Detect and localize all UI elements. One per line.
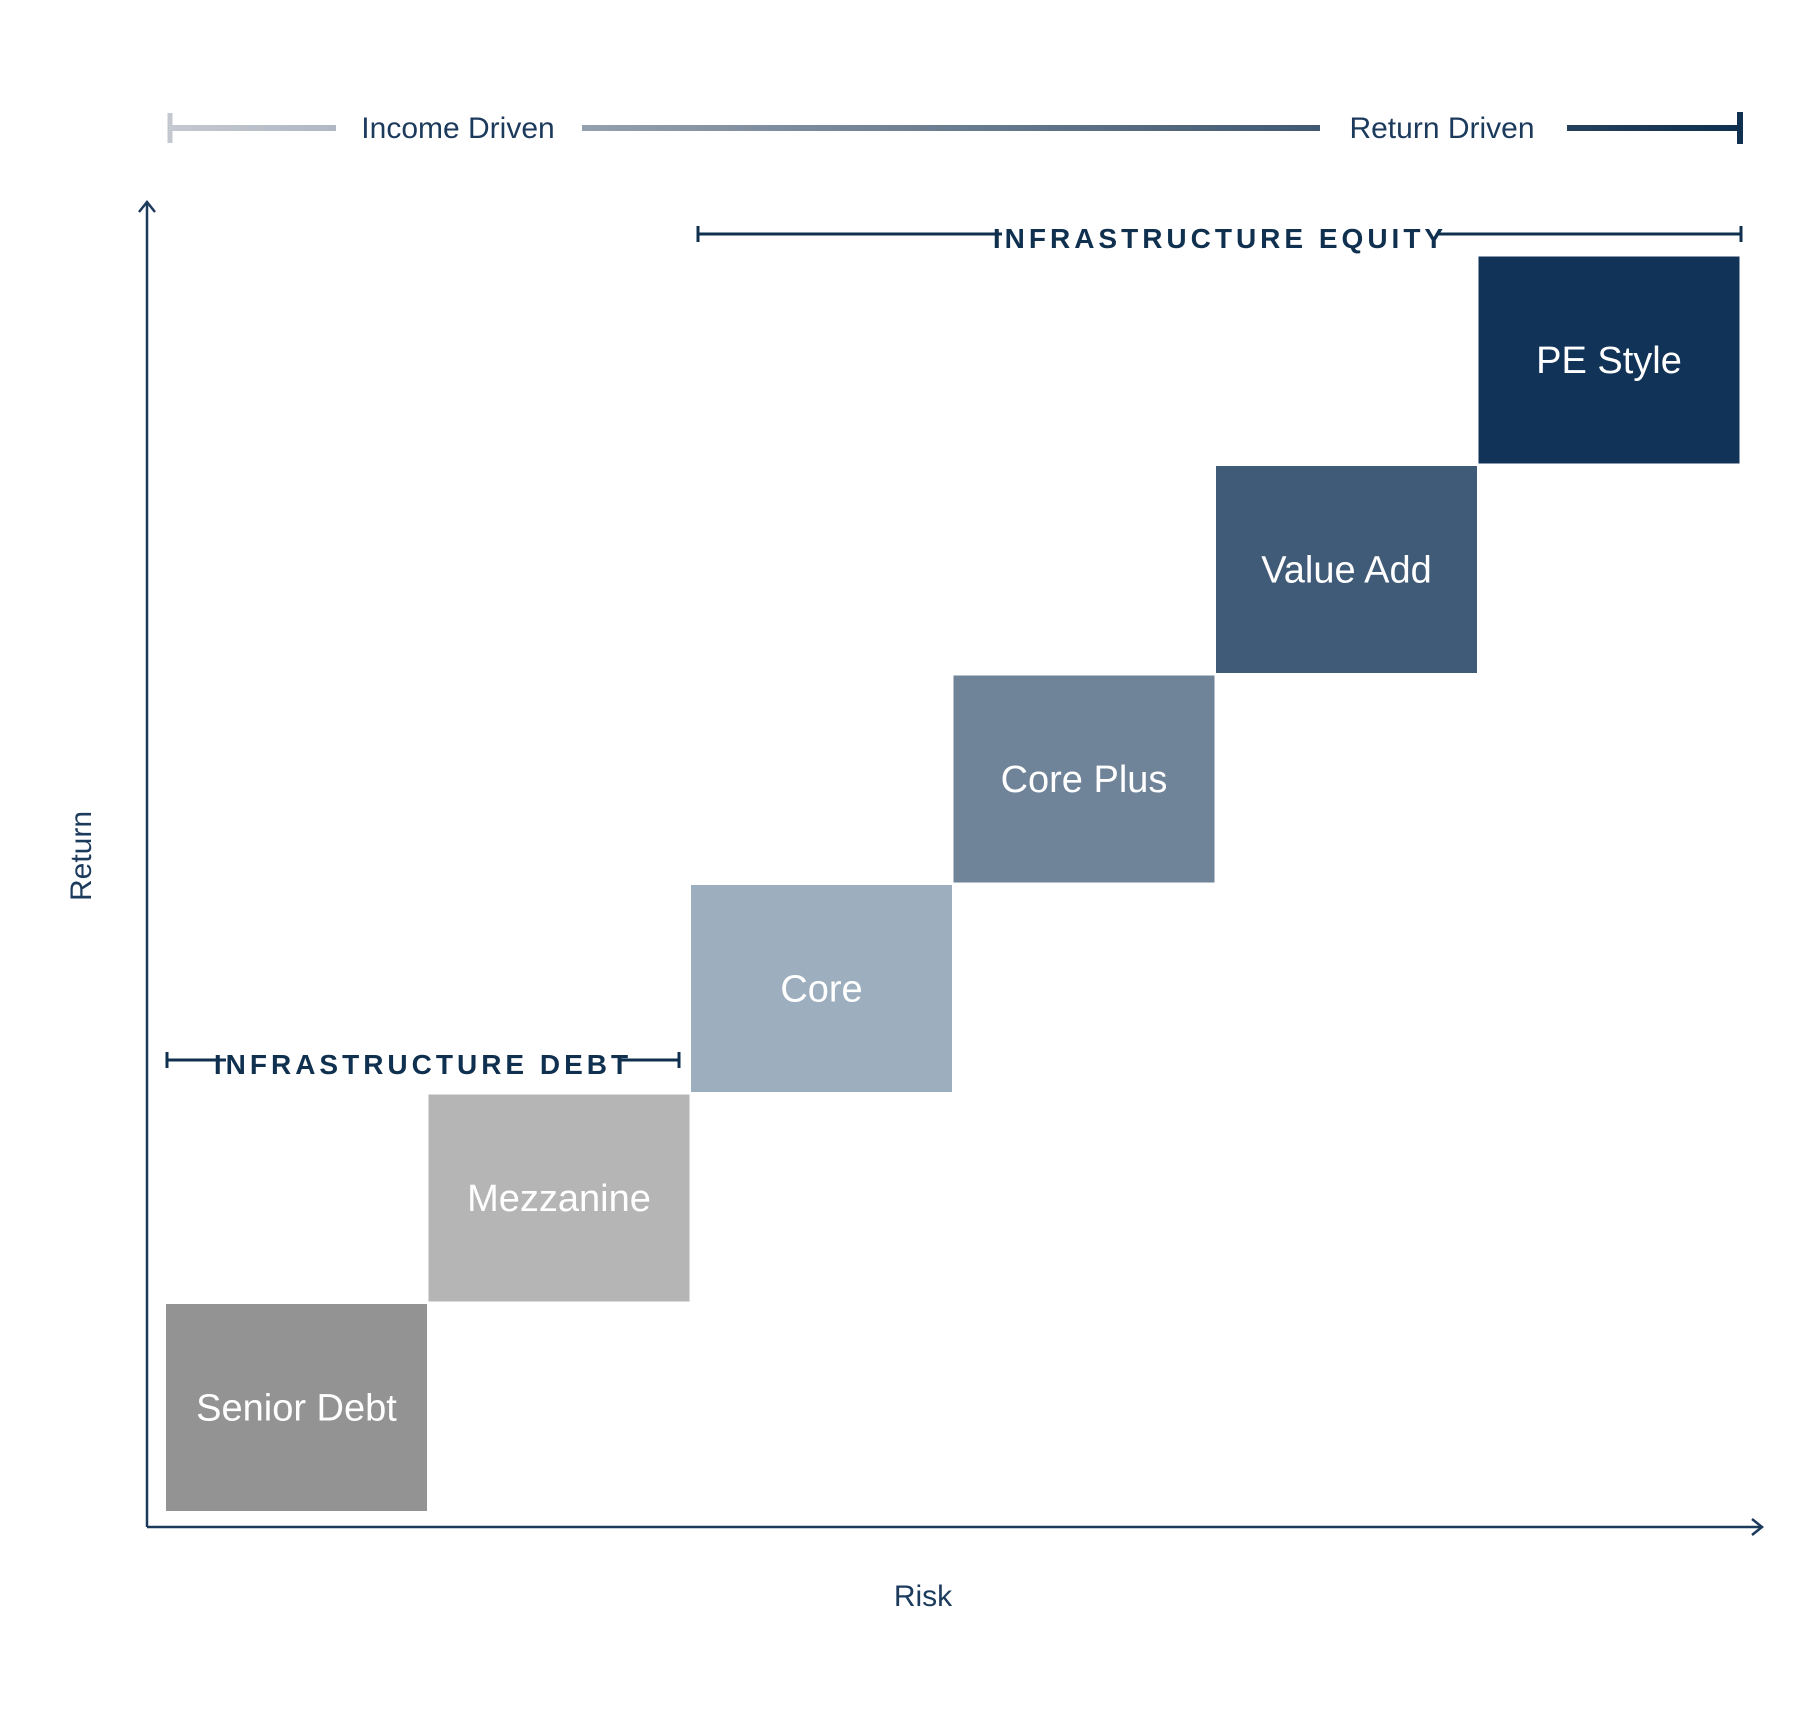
spectrum-bar: Income Driven Return Driven [167, 112, 1743, 145]
x-axis-label: Risk [894, 1580, 953, 1613]
block-senior-debt: Senior Debt [166, 1304, 427, 1511]
axes: Risk Return [65, 199, 1765, 1613]
spectrum-left-label: Income Driven [361, 112, 554, 145]
y-axis-arrowhead [138, 199, 156, 213]
block-value-add-label: Value Add [1261, 550, 1431, 592]
block-core: Core [691, 885, 952, 1092]
infrastructure-debt-bracket: INFRASTRUCTURE DEBT [165, 1049, 681, 1080]
block-pe-style-rect [1478, 256, 1740, 464]
x-axis-arrowhead [1751, 1518, 1765, 1536]
block-pe-style-label: PE Style [1536, 340, 1682, 382]
block-core-label: Core [780, 969, 862, 1011]
block-core-plus-rect [953, 675, 1215, 883]
block-value-add-rect [1216, 466, 1477, 673]
infrastructure-equity-label: INFRASTRUCTURE EQUITY [993, 223, 1447, 254]
block-senior-debt-label: Senior Debt [196, 1388, 397, 1430]
block-core-plus-label: Core Plus [1001, 759, 1168, 801]
block-mezzanine: Mezzanine [428, 1094, 690, 1302]
infrastructure-equity-bracket: INFRASTRUCTURE EQUITY [696, 223, 1743, 254]
spectrum-right-label: Return Driven [1349, 112, 1534, 145]
block-senior-debt-rect [166, 1304, 427, 1511]
investment-blocks: Senior Debt Mezzanine Core Core Plus Value A… [166, 256, 1740, 1511]
infrastructure-debt-label: INFRASTRUCTURE DEBT [214, 1049, 632, 1080]
block-core-rect [691, 885, 952, 1092]
block-pe-style: PE Style [1478, 256, 1740, 464]
block-core-plus: Core Plus [953, 675, 1215, 883]
block-value-add: Value Add [1216, 466, 1477, 673]
block-mezzanine-rect [428, 1094, 690, 1302]
block-mezzanine-label: Mezzanine [467, 1178, 651, 1220]
y-axis-label: Return [65, 811, 98, 901]
